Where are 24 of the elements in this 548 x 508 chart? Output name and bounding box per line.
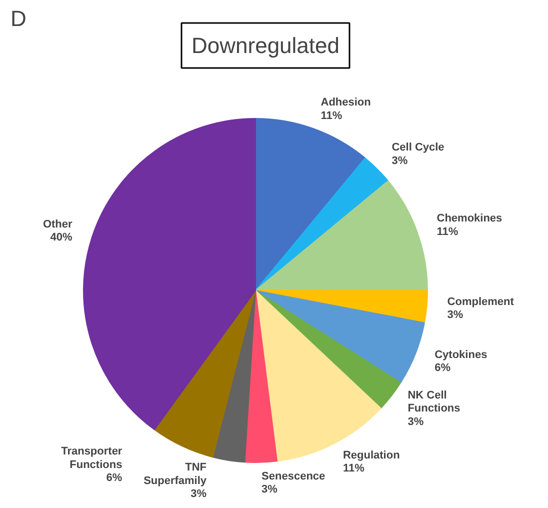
data-label: 6%: [434, 362, 451, 374]
slice-label: Transporter Functions: [61, 446, 123, 471]
data-label: 3%: [262, 484, 278, 496]
slice-label: TNF Superfamily: [144, 462, 208, 487]
data-label: 3%: [392, 154, 408, 167]
data-label: 3%: [447, 309, 464, 322]
slice-label: Adhesion: [320, 96, 372, 109]
data-label: 40%: [50, 232, 73, 244]
slice-label: Chemokines: [436, 212, 502, 225]
slice-label: Complement: [447, 296, 514, 308]
slice-label: Cell Cycle: [392, 142, 444, 154]
data-label: 11%: [342, 462, 365, 475]
data-label: 6%: [106, 472, 122, 484]
slice-label: Senescence: [262, 470, 326, 482]
slice-label: NK Cell Functions: [408, 389, 460, 415]
text: D: [10, 6, 26, 31]
data-label: 3%: [408, 416, 424, 428]
data-label: 11%: [320, 110, 342, 122]
slice-label: Other: [42, 218, 74, 230]
data-label: 11%: [436, 226, 458, 238]
slice-label: Regulation: [342, 450, 400, 462]
slice-label: Cytokines: [434, 348, 488, 361]
chart-title: Downregulated: [192, 33, 340, 58]
data-label: 3%: [190, 488, 207, 500]
